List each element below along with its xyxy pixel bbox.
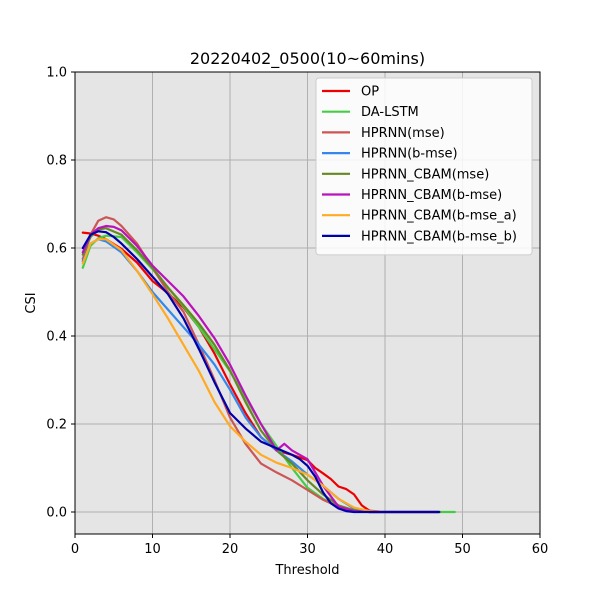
legend-label: HPRNN_CBAM(mse) [361,167,489,182]
legend-label: DA-LSTM [361,105,419,120]
y-tick-label: 0.4 [46,330,67,345]
legend: OP DA-LSTM HPRNN(mse) HPRNN(b-mse) HPRNN_CBA… [315,77,533,256]
legend-label: HPRNN_CBAM(b-mse_b) [361,229,517,244]
legend-box [315,77,533,256]
legend-label: OP [361,85,379,100]
series-line-8 [81,230,441,514]
x-tick-label: 20 [222,542,239,557]
y-axis-title: CSI [24,292,39,313]
y-tick-label: 0.6 [46,242,67,257]
y-tick-label: 0.0 [46,506,67,521]
series-line-7 [81,238,441,514]
y-tick-label: 0.2 [46,418,67,433]
series-lines [81,216,456,514]
legend-label: HPRNN_CBAM(b-mse) [361,188,502,203]
y-tick-label: 0.8 [46,154,67,169]
x-axis-title: Threshold [274,563,339,578]
legend-label: HPRNN(b-mse) [361,147,458,162]
x-tick-label: 40 [377,542,394,557]
x-tick-label: 0 [71,542,79,557]
chart-title: 20220402_0500(10~60mins) [190,49,425,69]
legend-label: HPRNN_CBAM(b-mse_a) [361,209,517,224]
y-tick-label: 1.0 [46,66,67,81]
x-tick-label: 10 [144,542,161,557]
x-axis: 0 10 20 30 40 50 60 [71,534,548,557]
x-tick-label: 30 [299,542,316,557]
x-tick-label: 50 [454,542,471,557]
series-line-6 [81,224,441,514]
y-axis: 0.0 0.2 0.4 0.6 0.8 1.0 [46,66,75,521]
x-tick-label: 60 [532,542,549,557]
legend-label: HPRNN(mse) [361,126,445,141]
